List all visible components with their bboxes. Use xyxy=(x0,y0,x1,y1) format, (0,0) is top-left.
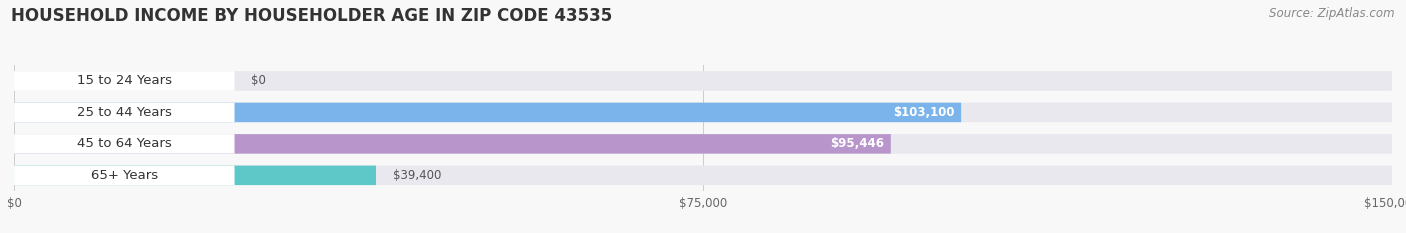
Text: 25 to 44 Years: 25 to 44 Years xyxy=(77,106,172,119)
Text: $39,400: $39,400 xyxy=(392,169,441,182)
FancyBboxPatch shape xyxy=(14,103,962,122)
FancyBboxPatch shape xyxy=(14,103,1392,122)
FancyBboxPatch shape xyxy=(14,71,1392,91)
FancyBboxPatch shape xyxy=(14,103,235,122)
Text: Source: ZipAtlas.com: Source: ZipAtlas.com xyxy=(1270,7,1395,20)
FancyBboxPatch shape xyxy=(14,134,1392,154)
FancyBboxPatch shape xyxy=(14,134,891,154)
Text: 65+ Years: 65+ Years xyxy=(91,169,157,182)
Text: 15 to 24 Years: 15 to 24 Years xyxy=(77,75,172,87)
Text: $0: $0 xyxy=(252,75,266,87)
Text: $103,100: $103,100 xyxy=(893,106,955,119)
Text: HOUSEHOLD INCOME BY HOUSEHOLDER AGE IN ZIP CODE 43535: HOUSEHOLD INCOME BY HOUSEHOLDER AGE IN Z… xyxy=(11,7,613,25)
Text: $95,446: $95,446 xyxy=(830,137,884,150)
FancyBboxPatch shape xyxy=(14,166,1392,185)
Text: 45 to 64 Years: 45 to 64 Years xyxy=(77,137,172,150)
FancyBboxPatch shape xyxy=(14,166,375,185)
FancyBboxPatch shape xyxy=(14,166,235,185)
FancyBboxPatch shape xyxy=(14,134,235,154)
FancyBboxPatch shape xyxy=(14,71,235,91)
